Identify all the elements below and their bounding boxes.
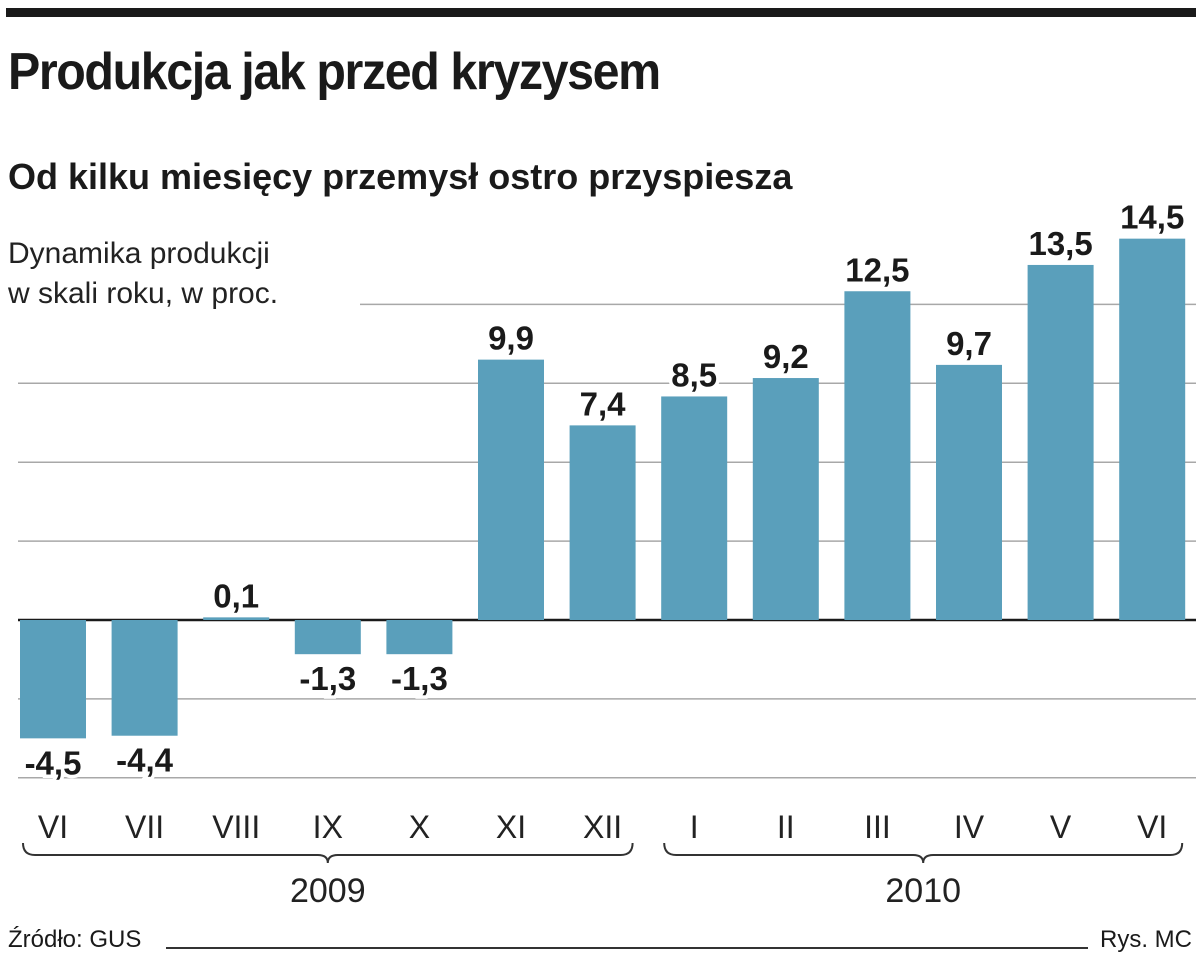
value-label: -1,3 <box>299 660 356 697</box>
value-label: 7,4 <box>580 385 627 422</box>
value-label: 13,5 <box>1028 225 1092 262</box>
value-label: -1,3 <box>391 660 448 697</box>
year-groups: 2009 2010 <box>22 842 1184 910</box>
footer-line <box>166 947 1088 949</box>
x-tick-label: XII <box>583 809 622 845</box>
bar-ii-8 <box>752 378 819 620</box>
value-label: 0,1 <box>213 577 259 614</box>
bar-x-4 <box>386 620 453 655</box>
value-label: -4,4 <box>116 742 174 779</box>
bar-vi-12 <box>1119 238 1186 620</box>
credit-note: Rys. MC <box>1100 926 1192 953</box>
chart-subtitle: Od kilku miesięcy przemysł ostro przyspi… <box>8 156 793 197</box>
year-bracket <box>22 842 634 864</box>
bar-viii-2 <box>203 617 270 620</box>
x-tick-label: X <box>409 809 430 845</box>
x-tick-label: IX <box>313 809 343 845</box>
value-labels: -4,5 -4,4 0,1 -1,3 -1,3 9,9 7,4 8,5 9,2 12,5 9,7 13… <box>21 195 1188 785</box>
value-label: 9,2 <box>763 338 809 375</box>
x-tick-label: I <box>690 809 699 845</box>
x-tick-label: VII <box>125 809 164 845</box>
x-tick-label: VI <box>1137 809 1167 845</box>
value-label: 9,9 <box>488 320 534 357</box>
bar-v-11 <box>1027 264 1094 620</box>
bar-i-7 <box>661 396 728 620</box>
bar-xi-5 <box>478 359 544 620</box>
x-tick-label: III <box>864 809 891 845</box>
value-label: -4,5 <box>25 744 82 781</box>
x-tick-label: II <box>777 809 795 845</box>
x-tick-label: IV <box>954 809 985 845</box>
value-label: 14,5 <box>1120 199 1184 236</box>
y-axis-label-line2: w skali roku, w proc. <box>8 277 279 310</box>
year-label: 2009 <box>290 872 366 910</box>
value-label: 12,5 <box>845 251 909 288</box>
y-axis-label: Dynamika produkcji w skali roku, w proc. <box>8 234 278 314</box>
value-label: 8,5 <box>671 356 717 393</box>
bar-xii-6 <box>569 425 636 620</box>
bar-vii-1 <box>111 620 178 736</box>
year-bracket <box>663 842 1184 864</box>
x-tick-label: VI <box>38 809 68 845</box>
x-tick-label: V <box>1050 809 1072 845</box>
bar-iii-9 <box>844 291 911 620</box>
top-rule <box>6 8 1196 17</box>
bar-vi-0 <box>20 620 86 739</box>
x-tick-label: XI <box>496 809 526 845</box>
y-axis-label-line1: Dynamika produkcji <box>8 237 270 270</box>
year-label: 2010 <box>885 872 961 910</box>
bar-iv-10 <box>936 364 1002 620</box>
x-tick-labels: VI VII VIII IX X XI XII I II III IV V VI <box>38 809 1167 845</box>
bars <box>20 238 1186 739</box>
chart-title: Produkcja jak przed kryzysem <box>8 43 661 101</box>
x-tick-label: VIII <box>212 809 260 845</box>
source-note: Źródło: GUS <box>8 926 142 953</box>
bar-ix-3 <box>294 620 361 655</box>
value-label: 9,7 <box>946 325 992 362</box>
